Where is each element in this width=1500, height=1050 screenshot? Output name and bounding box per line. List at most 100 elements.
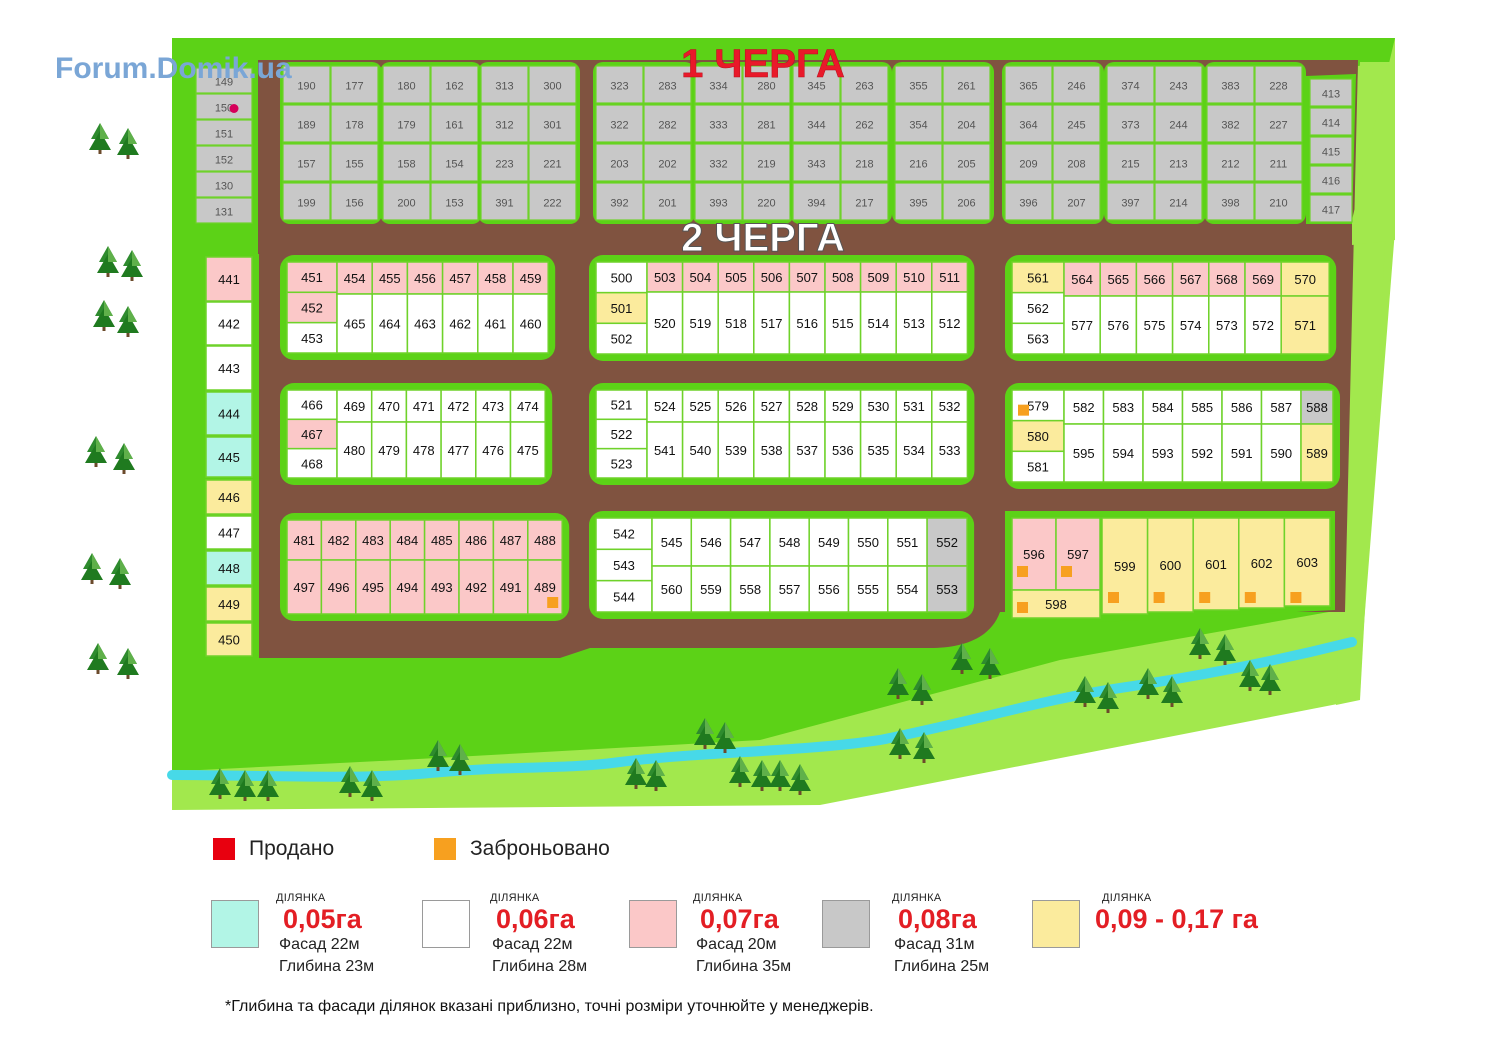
lot-282: 282 (643, 104, 692, 143)
lot-number: 551 (897, 535, 919, 550)
lot-486: 486 (458, 519, 495, 561)
lot-344: 344 (792, 104, 841, 143)
lot-number: 222 (543, 198, 561, 210)
legend-size-009-017: ДІЛЯНКА 0,09 - 0,17 га (1032, 892, 1292, 992)
lot-466: 466 (286, 389, 338, 421)
lot-number: 383 (1221, 81, 1239, 93)
lot-462: 462 (441, 293, 479, 354)
lot-581: 581 (1011, 450, 1065, 483)
lot-572: 572 (1244, 295, 1282, 355)
lot-number: 155 (345, 159, 363, 171)
lot-number: 415 (1322, 147, 1340, 159)
lot-449: 449 (205, 586, 253, 622)
lot-130: 130 (195, 171, 253, 198)
lot-485: 485 (423, 519, 460, 561)
lot-457: 457 (441, 261, 479, 295)
lot-179: 179 (382, 104, 431, 143)
lot-596: 596 (1011, 517, 1057, 591)
size-depth: Глибина 25м (894, 958, 990, 975)
lot-540: 540 (681, 421, 719, 479)
lot-number: 475 (517, 443, 539, 458)
lot-312: 312 (480, 104, 529, 143)
lot-548: 548 (769, 517, 810, 567)
lot-545: 545 (651, 517, 693, 567)
lot-number: 533 (939, 443, 961, 458)
lot-number: 161 (445, 120, 463, 132)
lot-446: 446 (205, 479, 253, 515)
lot-261: 261 (942, 65, 991, 104)
lot-519: 519 (681, 291, 719, 355)
lot-525: 525 (681, 389, 719, 423)
lot-number: 162 (445, 81, 463, 93)
lot-465: 465 (336, 293, 373, 354)
lot-203: 203 (595, 143, 644, 182)
lot-544: 544 (595, 579, 653, 613)
phase1-label: 1 ЧЕРГА (681, 42, 845, 86)
lot-263: 263 (840, 65, 889, 104)
lot-155: 155 (330, 143, 379, 182)
lot-number: 204 (957, 120, 975, 132)
lot-473: 473 (475, 389, 512, 423)
lot-number: 463 (414, 317, 436, 332)
tree-icon (209, 768, 231, 799)
lot-number: 282 (658, 120, 676, 132)
lot-582: 582 (1063, 389, 1105, 425)
lot-593: 593 (1142, 423, 1184, 483)
lot-number: 395 (909, 198, 927, 210)
lot-number: 569 (1252, 272, 1274, 287)
tree-icon (109, 558, 131, 589)
lot-number: 450 (218, 633, 240, 648)
lot-number: 492 (465, 580, 487, 595)
size-caption: ДІЛЯНКА (276, 892, 326, 904)
lot-number: 518 (725, 316, 747, 331)
lot-number: 532 (939, 399, 961, 414)
lot-458: 458 (477, 261, 514, 295)
lot-301: 301 (528, 104, 577, 143)
lot-521: 521 (595, 389, 648, 421)
lot-476: 476 (475, 421, 512, 479)
lot-number: 488 (534, 533, 556, 548)
lot-number: 221 (543, 159, 561, 171)
lot-212: 212 (1206, 143, 1255, 182)
lot-454: 454 (336, 261, 373, 295)
lot-202: 202 (643, 143, 692, 182)
lot-number: 510 (903, 270, 925, 285)
lot-number: 334 (709, 81, 727, 93)
lot-583: 583 (1102, 389, 1144, 425)
lot-number: 559 (700, 582, 722, 597)
phase2-label: 2 ЧЕРГА (681, 216, 845, 260)
lot-number: 382 (1221, 120, 1239, 132)
lot-number: 441 (218, 272, 240, 287)
lot-number: 414 (1322, 118, 1340, 130)
lot-number: 543 (613, 558, 635, 573)
lot-number: 157 (297, 159, 315, 171)
lot-number: 586 (1231, 400, 1253, 415)
lot-number: 333 (709, 120, 727, 132)
lot-number: 515 (832, 316, 854, 331)
lot-number: 576 (1107, 318, 1129, 333)
lot-number: 323 (610, 81, 628, 93)
lot-492: 492 (458, 559, 495, 615)
lot-number: 444 (218, 407, 240, 422)
lot-575: 575 (1135, 295, 1174, 355)
size-area: 0,08га (898, 904, 977, 934)
lot-281: 281 (742, 104, 791, 143)
lot-355: 355 (894, 65, 943, 104)
legend-size-005: ДІЛЯНКА 0,05га Фасад 22м Глибина 23м (211, 892, 411, 992)
lot-529: 529 (824, 389, 862, 423)
reserved-marker (1290, 592, 1302, 603)
lot-number: 177 (345, 81, 363, 93)
legend-sold-label: Продано (249, 837, 335, 860)
lot-524: 524 (646, 389, 684, 423)
lot-535: 535 (859, 421, 897, 479)
tree-icon (85, 436, 107, 467)
lot-546: 546 (690, 517, 732, 567)
lot-584: 584 (1142, 389, 1184, 425)
lot-number: 453 (301, 331, 323, 346)
size-area: 0,07га (700, 904, 779, 934)
lot-number: 373 (1121, 120, 1139, 132)
lot-453: 453 (286, 321, 338, 354)
size-facade: Фасад 22м (279, 936, 360, 953)
lot-373: 373 (1106, 104, 1155, 143)
